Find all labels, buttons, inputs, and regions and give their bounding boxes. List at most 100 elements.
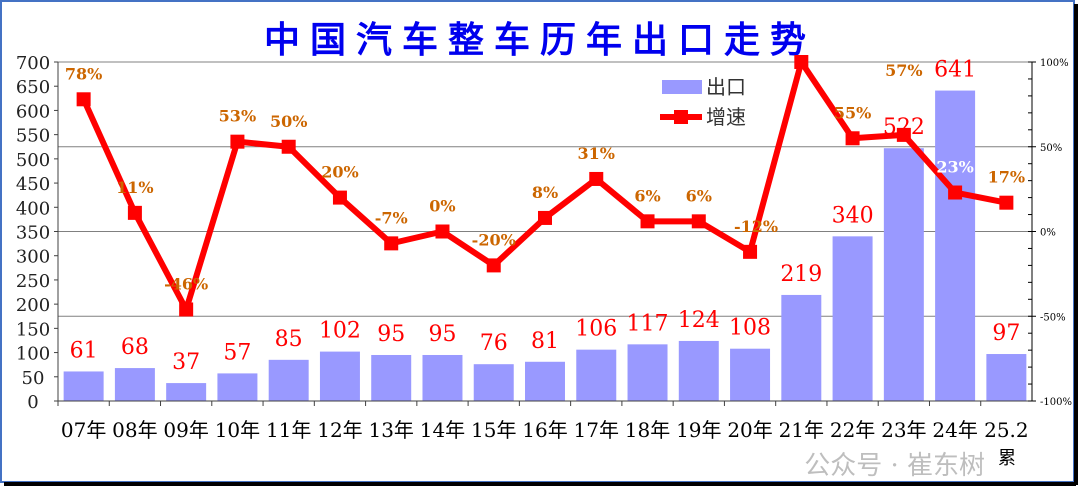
left-tick-label: 50 xyxy=(22,368,45,389)
left-tick-label: 0 xyxy=(27,392,38,413)
bar xyxy=(730,348,771,401)
legend-label-export: 出口 xyxy=(706,75,746,99)
bar-value-label: 81 xyxy=(531,329,559,354)
left-tick-label: 200 xyxy=(16,295,50,316)
left-tick-label: 350 xyxy=(16,223,50,244)
left-tick-label: 500 xyxy=(16,150,50,171)
growth-label: 78% xyxy=(65,64,102,83)
bar xyxy=(166,383,207,401)
growth-marker xyxy=(435,224,450,239)
bar-value-label: 219 xyxy=(780,262,822,287)
growth-label: -46% xyxy=(164,274,208,293)
bar xyxy=(319,351,360,401)
bar xyxy=(678,340,719,401)
bar-value-label: 95 xyxy=(428,322,456,347)
x-tick-label: 11年 xyxy=(266,418,311,442)
growth-label: 17% xyxy=(988,168,1025,187)
bar xyxy=(883,148,924,401)
growth-label: -20% xyxy=(472,230,516,249)
category-note: 累 xyxy=(998,448,1016,469)
growth-marker xyxy=(845,131,860,146)
bar xyxy=(781,294,822,401)
bar xyxy=(525,361,565,401)
growth-label: 0% xyxy=(429,197,455,216)
bar-value-label: 108 xyxy=(729,316,771,341)
growth-label: 20% xyxy=(321,163,358,182)
bar xyxy=(986,354,1027,401)
x-tick-label: 17年 xyxy=(574,418,619,442)
bar xyxy=(114,368,155,401)
left-tick-label: 400 xyxy=(16,198,50,219)
bar xyxy=(268,359,309,401)
bar-value-label: 61 xyxy=(70,338,98,363)
growth-marker xyxy=(384,236,399,251)
growth-marker xyxy=(281,139,296,154)
right-tick-label: -50% xyxy=(1040,312,1066,323)
growth-label: 55% xyxy=(834,103,871,122)
bar xyxy=(576,349,617,401)
bar-value-label: 76 xyxy=(480,331,508,356)
growth-marker xyxy=(332,190,347,205)
bar-value-label: 641 xyxy=(934,58,976,83)
growth-label: 11% xyxy=(116,178,153,197)
left-tick-label: 700 xyxy=(16,53,50,74)
bar-value-label: 95 xyxy=(377,322,405,347)
legend: 出口 增速 xyxy=(660,75,746,129)
x-tick-label: 14年 xyxy=(420,418,465,442)
x-tick-label: 15年 xyxy=(471,418,516,442)
growth-label: 57% xyxy=(885,61,922,80)
bar-value-label: 57 xyxy=(223,340,251,365)
x-tick-label: 08年 xyxy=(112,418,157,442)
right-tick-label: 50% xyxy=(1040,143,1062,154)
bar xyxy=(422,354,463,401)
growth-marker xyxy=(743,244,758,259)
x-tick-label: 09年 xyxy=(163,418,208,442)
x-tick-label: 20年 xyxy=(727,418,772,442)
bar-value-label: 85 xyxy=(275,327,303,352)
growth-marker xyxy=(179,302,194,317)
growth-marker xyxy=(230,134,245,149)
growth-marker xyxy=(486,258,501,273)
x-tick-label: 18年 xyxy=(625,418,670,442)
growth-label: 50% xyxy=(270,112,307,131)
growth-marker xyxy=(896,127,911,142)
bar xyxy=(473,364,514,401)
x-tick-label: 12年 xyxy=(317,418,362,442)
growth-label: 6% xyxy=(686,186,712,205)
growth-marker xyxy=(76,92,91,107)
x-tick-label: 22年 xyxy=(830,418,875,442)
legend-label-growth: 增速 xyxy=(706,105,746,129)
growth-marker xyxy=(589,171,604,186)
growth-marker xyxy=(948,185,963,200)
bar xyxy=(217,373,258,401)
left-tick-label: 450 xyxy=(16,174,50,195)
bar xyxy=(371,354,412,401)
growth-marker xyxy=(691,214,706,229)
growth-marker xyxy=(640,214,655,229)
bar xyxy=(832,236,873,401)
growth-label: -7% xyxy=(375,208,408,227)
left-tick-label: 100 xyxy=(16,344,50,365)
bar-value-label: 522 xyxy=(883,115,925,140)
bar-value-label: 97 xyxy=(992,321,1020,346)
x-tick-label: 24年 xyxy=(932,418,977,442)
left-tick-label: 650 xyxy=(16,77,50,98)
x-tick-label: 13年 xyxy=(368,418,413,442)
x-tick-label: 19年 xyxy=(676,418,721,442)
legend-marker-growth xyxy=(674,110,688,124)
growth-marker xyxy=(999,195,1014,210)
bar-value-label: 117 xyxy=(627,311,669,336)
bar xyxy=(935,90,976,401)
left-tick-label: 250 xyxy=(16,271,50,292)
x-tick-label: 25.2 xyxy=(984,418,1029,442)
right-tick-label: 100% xyxy=(1040,58,1069,69)
legend-swatch-export xyxy=(662,80,702,94)
x-tick-label: 07年 xyxy=(61,418,106,442)
growth-label: 31% xyxy=(578,144,615,163)
bar-value-label: 102 xyxy=(319,319,361,344)
bar-value-label: 124 xyxy=(678,308,720,333)
right-tick-label: -100% xyxy=(1040,397,1072,408)
bar-value-label: 340 xyxy=(832,203,874,228)
